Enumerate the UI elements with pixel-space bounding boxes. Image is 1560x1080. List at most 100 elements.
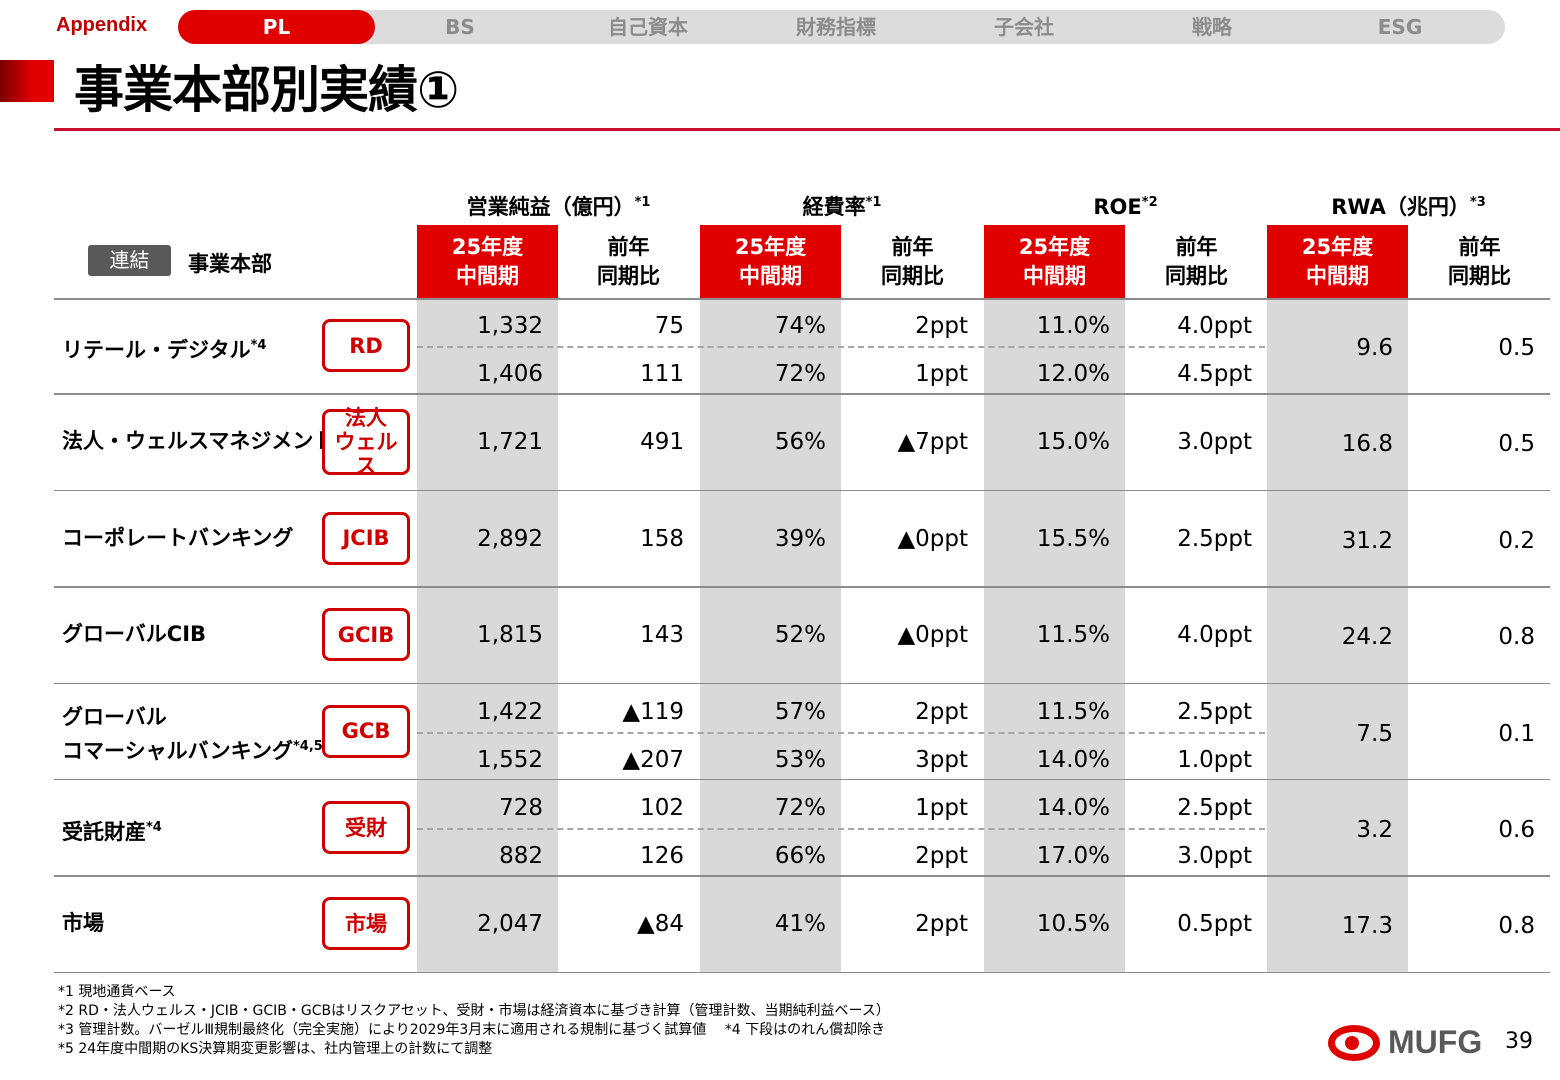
value-cell: 39% <box>774 525 826 552</box>
group-header-label: 営業純益（億円） <box>466 195 635 219</box>
footnote-ref: *3 <box>1469 195 1486 210</box>
table-row: 市場 市場 2,047 ▲84 41% 2ppt 10.5% 0.5ppt 17.3 0.8 <box>0 876 1560 974</box>
row-divider <box>54 682 1550 685</box>
value-cell: 10.5% <box>1036 911 1110 938</box>
segment-name-text: 市場 <box>62 911 104 936</box>
value-cell: 17.3 <box>1341 913 1393 940</box>
tab-4[interactable]: 子会社 <box>994 15 1054 39</box>
segment-name: グローバルCIB <box>62 620 206 649</box>
tab-2[interactable]: 自己資本 <box>608 15 688 39</box>
group-header-label: 経費率 <box>802 195 866 219</box>
segment-badge: 市場 <box>322 897 410 951</box>
value-cell: 1,422 <box>477 698 543 725</box>
value-cell: 2.5ppt <box>1177 525 1252 552</box>
value-cell: 14.0% <box>1036 795 1110 821</box>
scope-badge: 連結 <box>88 245 171 276</box>
row-divider <box>54 778 1550 781</box>
table-row: グローバルCIB GCIB 1,815 143 52% ▲0ppt 11.5% 4.0ppt 2… <box>0 587 1560 685</box>
tab-0[interactable]: PL <box>178 10 375 44</box>
group-header-label: RWA（兆円） <box>1331 195 1470 219</box>
value-cell: 2,892 <box>477 525 543 552</box>
column-header: 25年度 中間期 <box>984 225 1125 298</box>
sub-row-divider <box>417 731 1265 734</box>
value-cell: 0.5 <box>1498 431 1535 458</box>
value-cell: 11.5% <box>1036 622 1110 649</box>
footnote: *1 現地通貨ベース <box>58 984 176 1000</box>
value-cell: 66% <box>774 843 826 869</box>
footnote: *3 管理計数。バーゼルⅢ規制最終化（完全実施）により2029年3月末に適用され… <box>58 1022 886 1038</box>
value-cell: 158 <box>640 525 684 552</box>
value-cell: 14.0% <box>1036 746 1110 773</box>
segment-name: コーポレートバンキング <box>62 524 293 553</box>
value-cell: 1,552 <box>477 746 543 773</box>
footnote-ref: *4 <box>146 820 162 835</box>
tab-1[interactable]: BS <box>445 15 475 39</box>
page-number: 39 <box>1505 1029 1533 1054</box>
value-cell: 52% <box>774 622 826 649</box>
value-cell: 9.6 <box>1356 335 1393 361</box>
segment-name-text: グローバルCIB <box>62 622 207 647</box>
value-cell: 882 <box>499 843 543 869</box>
value-cell: ▲84 <box>637 911 684 938</box>
segment-badge: GCIB <box>322 608 410 662</box>
value-cell: 2,047 <box>477 911 543 938</box>
title-accent-bar <box>0 60 54 102</box>
segment-badge: 受財 <box>322 801 410 854</box>
value-cell: 17.0% <box>1036 843 1110 869</box>
footnote-ref: *4 <box>250 338 267 353</box>
column-header: 25年度 中間期 <box>417 225 558 298</box>
value-cell: 11.5% <box>1036 698 1110 725</box>
row-divider <box>54 971 1550 974</box>
shaded-column <box>700 300 841 973</box>
segment-badge: GCB <box>322 704 410 758</box>
group-header-label: ROE <box>1093 195 1142 219</box>
group-header: 経費率*1 <box>700 186 984 220</box>
tab-6[interactable]: ESG <box>1377 15 1423 39</box>
segment-name: 市場 <box>62 909 104 938</box>
row-divider <box>54 393 1550 395</box>
table-row: コーポレートバンキング JCIB 2,892 158 39% ▲0ppt 15.5% 2.5p… <box>0 491 1560 588</box>
tab-bar <box>178 10 1505 44</box>
value-cell: 1,721 <box>477 429 543 456</box>
value-cell: 0.8 <box>1498 624 1535 651</box>
value-cell: 16.8 <box>1341 431 1393 458</box>
footnote-ref: *4,5 <box>293 738 323 754</box>
sub-row-divider <box>417 828 1265 830</box>
value-cell: 0.2 <box>1498 527 1535 554</box>
value-cell: 4.5ppt <box>1177 361 1252 387</box>
footnote-ref: *1 <box>865 195 882 210</box>
footnote: *5 24年度中間期のKS決算期変更影響は、社内管理上の計数にて調整 <box>58 1041 493 1057</box>
group-header: 営業純益（億円）*1 <box>417 186 700 220</box>
value-cell: 1,332 <box>477 313 543 339</box>
logo-text: MUFG <box>1388 1024 1483 1060</box>
segment-badge: RD <box>322 319 410 372</box>
value-cell: ▲7ppt <box>897 429 968 456</box>
tab-3[interactable]: 財務指標 <box>796 15 876 39</box>
value-cell: 56% <box>774 429 826 456</box>
segment-name: リテール・デジタル*4 <box>62 331 266 365</box>
value-cell: 0.8 <box>1498 913 1535 940</box>
value-cell: 2ppt <box>915 911 968 938</box>
value-cell: 2.5ppt <box>1177 698 1252 725</box>
value-cell: ▲119 <box>622 698 684 725</box>
value-cell: ▲0ppt <box>897 525 968 552</box>
mufg-logo: MUFG <box>1328 1024 1482 1061</box>
value-cell: 1ppt <box>915 795 968 821</box>
value-cell: 491 <box>640 429 684 456</box>
segment-badge: 法人 ウェルス <box>322 406 410 478</box>
value-cell: 75 <box>654 313 684 339</box>
value-cell: 102 <box>640 795 684 821</box>
tab-5[interactable]: 戦略 <box>1192 15 1232 39</box>
column-header: 前年 同期比 <box>881 235 944 288</box>
value-cell: 111 <box>640 361 684 387</box>
table-row: 受託財産*4 受財 728 102 72% 1ppt 14.0% 2.5ppt 882 126 66… <box>0 780 1560 877</box>
segment-name-text: 受託財産 <box>62 820 146 844</box>
value-cell: 1,406 <box>477 361 543 387</box>
segment-name-text: グローバル コマーシャルバンキング <box>62 704 293 763</box>
segment-name: 受託財産*4 <box>62 813 162 847</box>
value-cell: 0.1 <box>1498 720 1535 747</box>
footnote-ref: *1 <box>634 195 651 210</box>
segment-name: グローバル コマーシャルバンキング*4,5 <box>62 703 323 766</box>
value-cell: 72% <box>774 361 826 387</box>
value-cell: 3.0ppt <box>1177 429 1252 456</box>
